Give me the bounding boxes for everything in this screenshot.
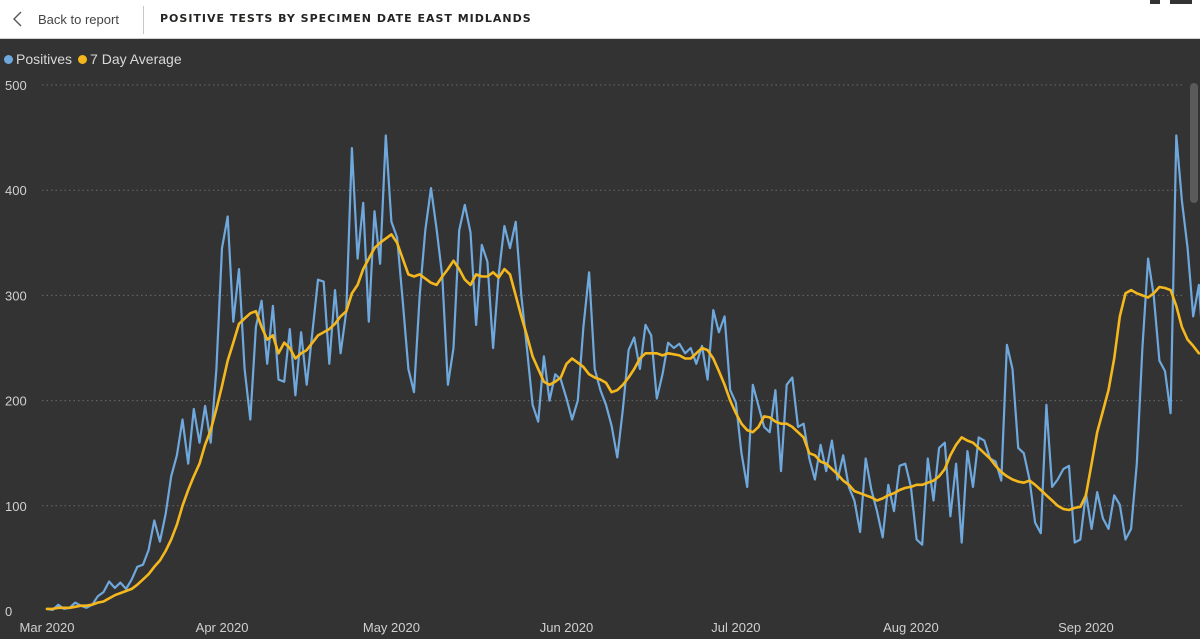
y-tick-label: 300 [5,288,27,303]
x-tick-label: Mar 2020 [20,620,75,635]
series-lines [45,134,1200,612]
x-tick-label: Sep 2020 [1058,620,1114,635]
chevron-left-icon [13,11,22,27]
window-control-mark [1170,0,1192,4]
legend-dot-positives [4,54,13,64]
header-divider [143,6,144,34]
vertical-scrollbar[interactable] [1190,83,1198,203]
y-tick-label: 200 [5,394,27,409]
x-axis-ticks: Mar 2020 Apr 2020 May 2020 Jun 2020 Jul 2020… [20,620,1114,635]
x-tick-label: May 2020 [363,620,420,635]
window-control-mark [1150,0,1160,4]
series-line-positives [45,134,1200,612]
chart-area: 0 100 200 300 400 500 Mar 2020 Apr 2020 May 202… [0,39,1200,639]
back-to-report-button[interactable]: Back to report [12,0,119,38]
y-tick-label: 0 [5,604,12,619]
x-tick-label: Aug 2020 [883,620,939,635]
legend-dot-7-day-average [78,54,88,64]
legend-item-7-day-average[interactable]: 7 Day Average [78,51,182,67]
back-to-report-label: Back to report [38,11,119,27]
report-header: Back to report POSITIVE TESTS BY SPECIME… [0,0,1200,39]
series-line-7-day-average [45,233,1200,611]
page-title: POSITIVE TESTS BY SPECIMEN DATE EAST MID… [160,12,532,25]
y-axis-ticks: 0 100 200 300 400 500 [5,78,27,619]
y-tick-label: 400 [5,183,27,198]
x-tick-label: Apr 2020 [196,620,249,635]
y-tick-label: 500 [5,78,27,93]
legend-item-positives[interactable]: Positives [4,51,72,67]
x-tick-label: Jun 2020 [540,620,594,635]
line-chart: 0 100 200 300 400 500 Mar 2020 Apr 2020 May 202… [5,78,1200,635]
gridlines [42,84,1185,507]
legend-label-7-day-average: 7 Day Average [90,51,182,67]
y-tick-label: 100 [5,499,27,514]
legend-label-positives: Positives [16,51,73,67]
chart-legend: Positives 7 Day Average [4,51,188,67]
x-tick-label: Jul 2020 [711,620,760,635]
